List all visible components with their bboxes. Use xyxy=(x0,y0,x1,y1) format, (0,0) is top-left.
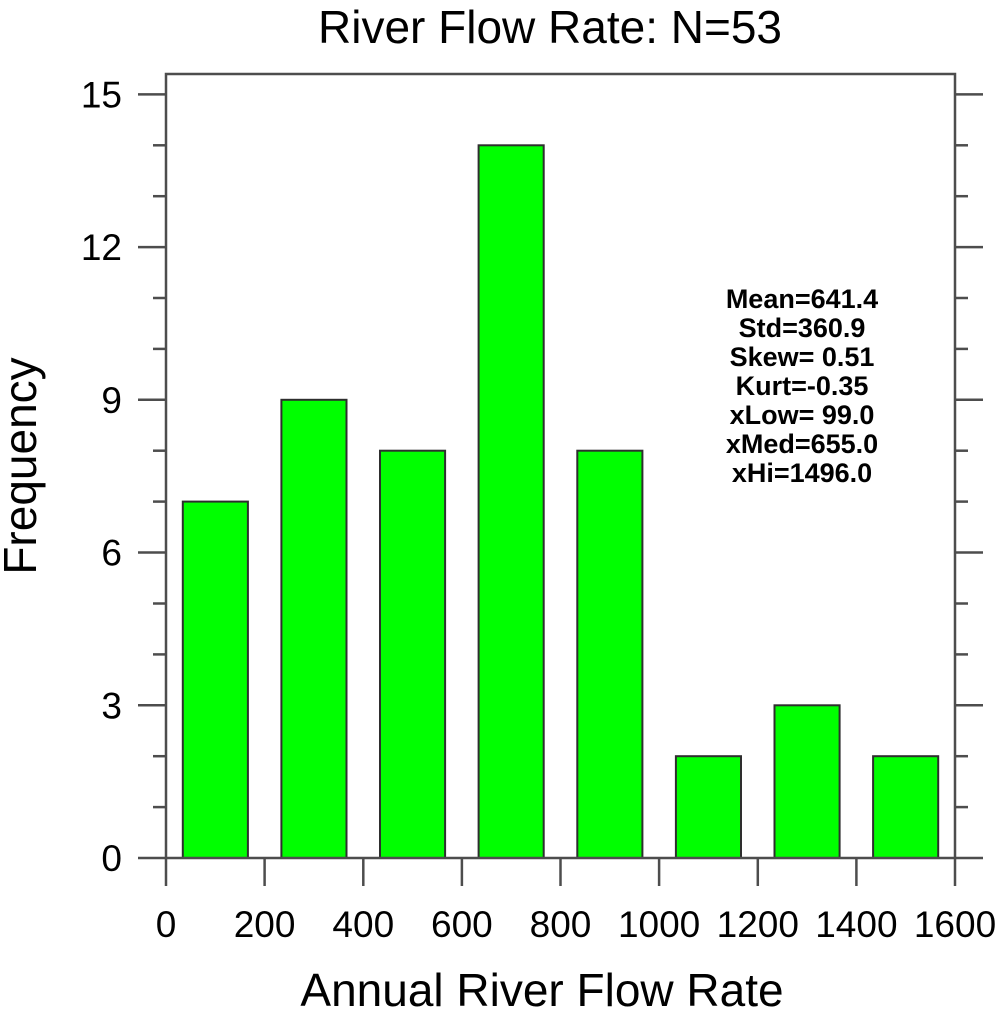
y-axis-ticks-left xyxy=(138,93,166,860)
y-tick-label: 12 xyxy=(81,227,122,268)
y-axis-label: Frequency xyxy=(0,357,46,574)
stats-line: xLow= 99.0 xyxy=(730,400,875,430)
histogram-bar xyxy=(477,144,545,860)
x-tick-label: 1600 xyxy=(914,904,996,945)
histogram-bar xyxy=(872,755,940,860)
histogram-bar xyxy=(773,704,841,859)
x-tick-label: 1400 xyxy=(815,904,897,945)
x-tick-label: 1200 xyxy=(717,904,799,945)
bars-group xyxy=(181,144,940,860)
y-tick-label: 6 xyxy=(101,533,122,574)
stats-line: Kurt=-0.35 xyxy=(736,371,869,401)
histogram-bar xyxy=(379,449,447,859)
y-axis-ticks-right xyxy=(955,93,983,860)
y-tick-label: 9 xyxy=(101,380,122,421)
x-tick-label: 800 xyxy=(530,904,592,945)
x-tick-label: 600 xyxy=(431,904,493,945)
x-tick-label: 0 xyxy=(156,904,177,945)
x-tick-label: 400 xyxy=(332,904,394,945)
x-axis-ticks xyxy=(164,858,957,886)
y-tick-label: 3 xyxy=(101,685,122,726)
histogram-bar xyxy=(576,449,644,859)
histogram-bar xyxy=(280,398,348,859)
stats-line: xHi=1496.0 xyxy=(732,458,872,488)
y-tick-labels: 0 3 6 9 12 15 xyxy=(81,74,122,879)
x-tick-label: 1000 xyxy=(618,904,700,945)
stats-line: Std=360.9 xyxy=(739,313,866,343)
histogram-bar xyxy=(181,500,249,859)
y-tick-label: 15 xyxy=(81,74,122,115)
x-axis-label: Annual River Flow Rate xyxy=(300,964,783,1016)
x-tick-labels: 0 200 400 600 800 1000 1200 1400 1600 xyxy=(156,904,996,945)
chart-title: River Flow Rate: N=53 xyxy=(318,1,782,53)
x-tick-label: 200 xyxy=(234,904,296,945)
histogram-bar xyxy=(674,755,743,860)
y-tick-label: 0 xyxy=(101,838,122,879)
stats-line: Mean=641.4 xyxy=(726,284,878,314)
stats-line: Skew= 0.51 xyxy=(730,342,875,372)
stats-line: xMed=655.0 xyxy=(726,429,878,459)
